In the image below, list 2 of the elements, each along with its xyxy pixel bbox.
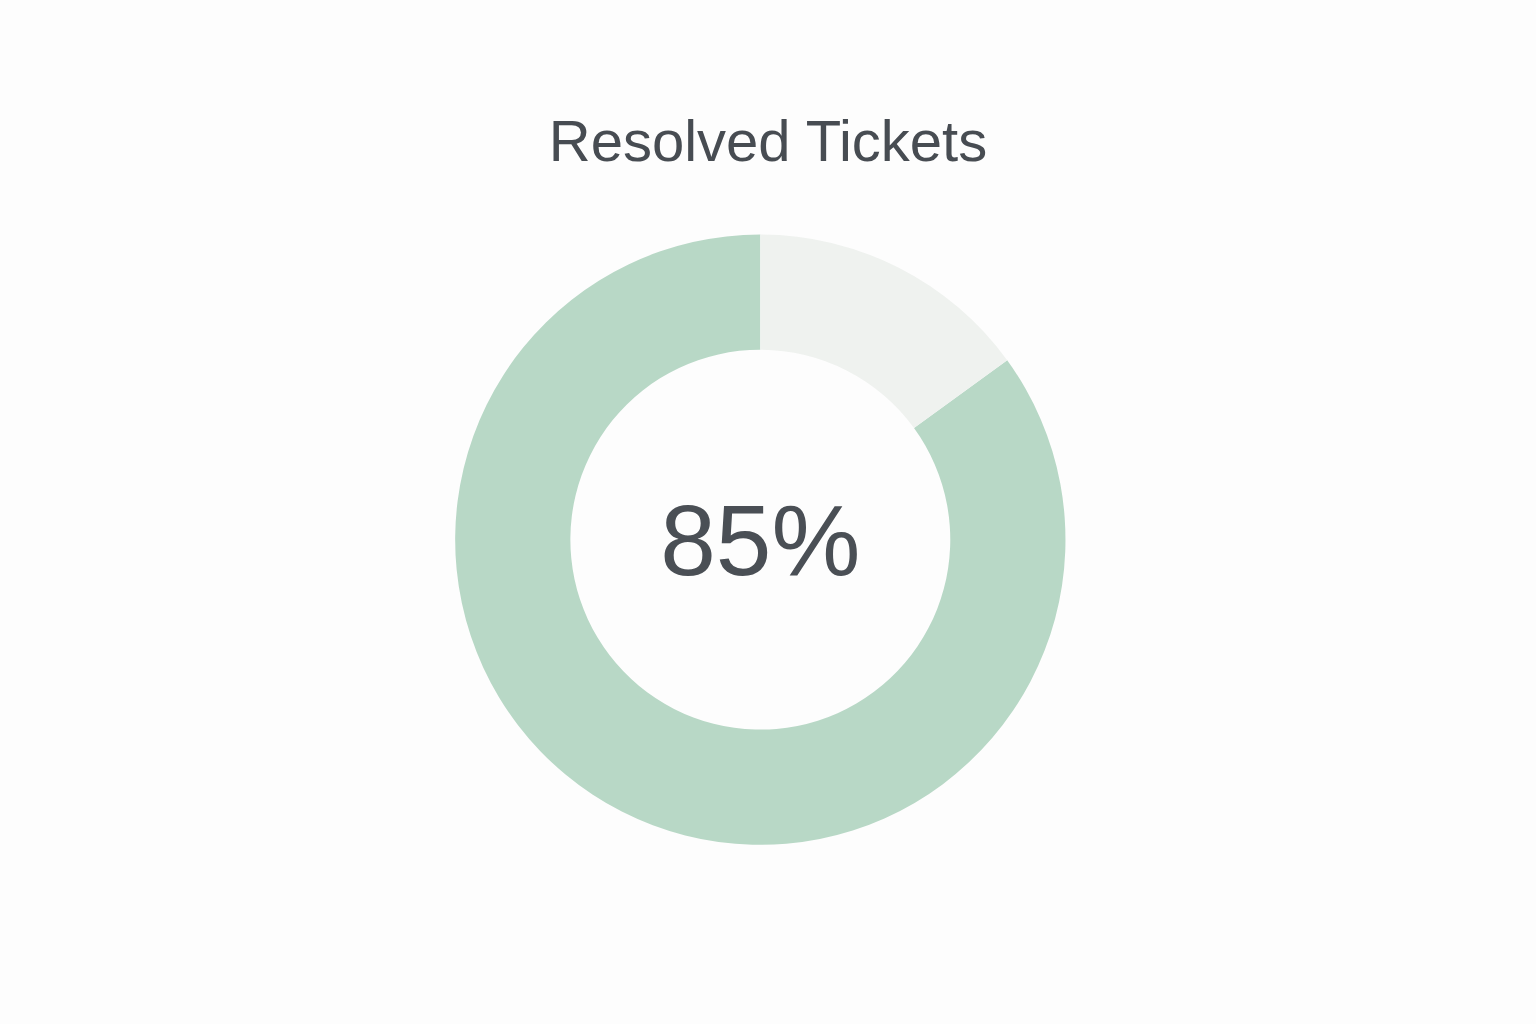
data-label: 85% — [660, 483, 861, 596]
chart-title: Resolved Tickets — [548, 107, 988, 173]
